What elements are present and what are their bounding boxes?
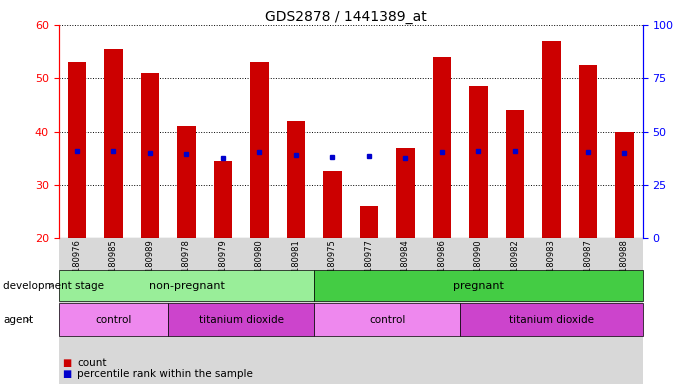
Text: control: control	[95, 314, 132, 325]
Text: control: control	[369, 314, 406, 325]
Text: development stage: development stage	[3, 281, 104, 291]
Text: GDS2878 / 1441389_at: GDS2878 / 1441389_at	[265, 10, 426, 23]
Bar	[469, 86, 488, 238]
Bar	[579, 65, 597, 238]
Text: pregnant: pregnant	[453, 281, 504, 291]
Bar	[615, 131, 634, 238]
Text: count: count	[77, 358, 107, 368]
Bar	[141, 73, 159, 238]
Bar	[214, 161, 232, 238]
Bar	[68, 62, 86, 238]
Bar	[506, 110, 524, 238]
Text: percentile rank within the sample: percentile rank within the sample	[77, 369, 254, 379]
Text: titanium dioxide: titanium dioxide	[509, 314, 594, 325]
Bar	[323, 172, 341, 238]
Bar	[433, 57, 451, 238]
Bar	[397, 147, 415, 238]
Text: ■: ■	[62, 358, 71, 368]
Text: ■: ■	[62, 369, 71, 379]
Bar	[104, 49, 122, 238]
Bar	[360, 206, 378, 238]
Bar	[178, 126, 196, 238]
Bar	[250, 62, 269, 238]
Text: titanium dioxide: titanium dioxide	[199, 314, 284, 325]
Bar	[542, 41, 560, 238]
Bar	[287, 121, 305, 238]
Text: non-pregnant: non-pregnant	[149, 281, 225, 291]
Text: agent: agent	[3, 314, 34, 325]
